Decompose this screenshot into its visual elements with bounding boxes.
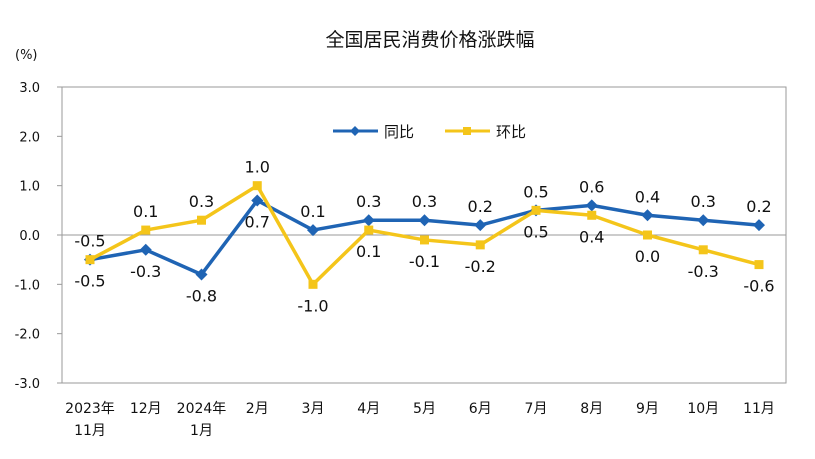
series-1-data-label: 0.3 <box>356 192 381 211</box>
series-1-point <box>195 268 208 281</box>
series-2-data-label: 1.0 <box>245 158 270 177</box>
series-2-point <box>754 260 764 270</box>
series-2-point <box>420 235 429 245</box>
series-2-data-label: -0.3 <box>688 262 719 281</box>
series-2-data-label: -0.6 <box>743 277 774 296</box>
series-2-data-label: 0.5 <box>523 222 548 241</box>
series-2-data-label: 0.0 <box>635 247 660 266</box>
legend-label-2: 环比 <box>496 123 526 141</box>
series-1-point <box>641 209 654 222</box>
series-2-data-label: -0.5 <box>74 232 105 251</box>
series-1-data-label: 0.7 <box>245 212 270 231</box>
series-1-data-label: 0.6 <box>579 177 604 196</box>
y-tick-label: -1.0 <box>15 278 40 293</box>
data-labels-layer: -0.5 -0.3 -0.8 0.7 0.1 0.3 0.3 0.2 0.5 0.6 0.4 0.3 0… <box>74 158 774 316</box>
series-1-data-label: -0.3 <box>130 262 161 281</box>
series-2-point <box>698 245 708 255</box>
x-tick-label: 11月 <box>743 401 775 417</box>
series-1-data-label: -0.8 <box>186 286 217 305</box>
legend-marker-2 <box>463 127 471 135</box>
x-axis-ticks: 2023年 11月 12月 2024年 1月 2月 3月 4月 5月 6月 7月 8月 9月 10月 11月 <box>65 401 775 439</box>
series-2-point <box>587 210 597 220</box>
x-tick-label: 2023年 <box>65 401 115 417</box>
series-2-data-label: 0.1 <box>356 242 381 261</box>
y-tick-label: 2.0 <box>19 130 40 145</box>
series-1-point <box>697 214 710 227</box>
series-2-data-label: 0.4 <box>579 227 604 246</box>
series-1-data-label: 0.3 <box>691 192 716 211</box>
x-tick-label: 5月 <box>413 401 436 417</box>
x-tick-label: 12月 <box>130 401 162 417</box>
x-tick-label: 10月 <box>687 401 719 417</box>
series-2-point <box>197 215 206 225</box>
x-tick-label: 3月 <box>302 401 325 417</box>
series-2-point <box>252 181 262 191</box>
x-tick-label: 8月 <box>580 401 603 417</box>
chart-title: 全国居民消费价格涨跌幅 <box>325 29 534 51</box>
series-2-data-label: 0.3 <box>189 192 214 211</box>
x-tick-label: 6月 <box>469 401 492 417</box>
series-2-point <box>85 255 95 265</box>
series-1-point <box>753 219 765 232</box>
x-tick-label: 2月 <box>246 401 269 417</box>
series-1-point <box>362 214 375 227</box>
x-tick-label: 7月 <box>525 401 548 417</box>
y-tick-label: 1.0 <box>19 180 40 195</box>
series-1-data-label: 0.1 <box>300 202 325 221</box>
series-1-point <box>418 214 431 227</box>
series-1-point <box>307 224 319 237</box>
series-2-point <box>364 225 374 235</box>
series-2-data-label: 0.1 <box>133 202 158 221</box>
series-1-point <box>585 199 598 212</box>
series-2-data-label: -0.1 <box>409 252 440 271</box>
y-axis-ticks: 3.0 2.0 1.0 0.0 -1.0 -2.0 -3.0 <box>15 81 62 392</box>
series-2-data-label: -1.0 <box>297 296 328 315</box>
series-1-data-label: 0.2 <box>468 197 493 216</box>
legend-marker-1 <box>350 126 360 136</box>
series-1-data-label: 0.3 <box>412 192 437 211</box>
y-tick-label: 3.0 <box>19 81 40 96</box>
series-1-point <box>139 243 152 256</box>
series-1-data-label: -0.5 <box>74 272 105 291</box>
y-axis-unit: (%) <box>15 48 38 63</box>
series-2-point <box>643 230 652 240</box>
x-tick-label: 1月 <box>190 423 213 439</box>
series-2-point <box>475 240 485 250</box>
series-2-data-label: -0.2 <box>465 257 496 276</box>
x-tick-label: 2024年 <box>177 401 227 417</box>
series-1-data-label: 0.2 <box>746 197 771 216</box>
y-tick-label: -3.0 <box>15 377 40 392</box>
series-2-point <box>308 279 318 289</box>
series-2-point <box>141 225 151 235</box>
series-2-point <box>531 205 541 215</box>
x-tick-label: 4月 <box>357 401 380 417</box>
x-tick-label: 11月 <box>74 423 106 439</box>
x-tick-label: 9月 <box>636 401 659 417</box>
series-1-data-label: 0.5 <box>523 182 548 201</box>
legend-label-1: 同比 <box>384 123 414 141</box>
y-tick-label: -2.0 <box>15 328 40 343</box>
series-layer <box>84 181 765 289</box>
series-1-data-label: 0.4 <box>635 187 660 206</box>
series-1-point <box>251 194 264 207</box>
legend: 同比 环比 <box>333 123 526 141</box>
y-tick-label: 0.0 <box>19 229 40 244</box>
series-1-point <box>474 219 487 232</box>
